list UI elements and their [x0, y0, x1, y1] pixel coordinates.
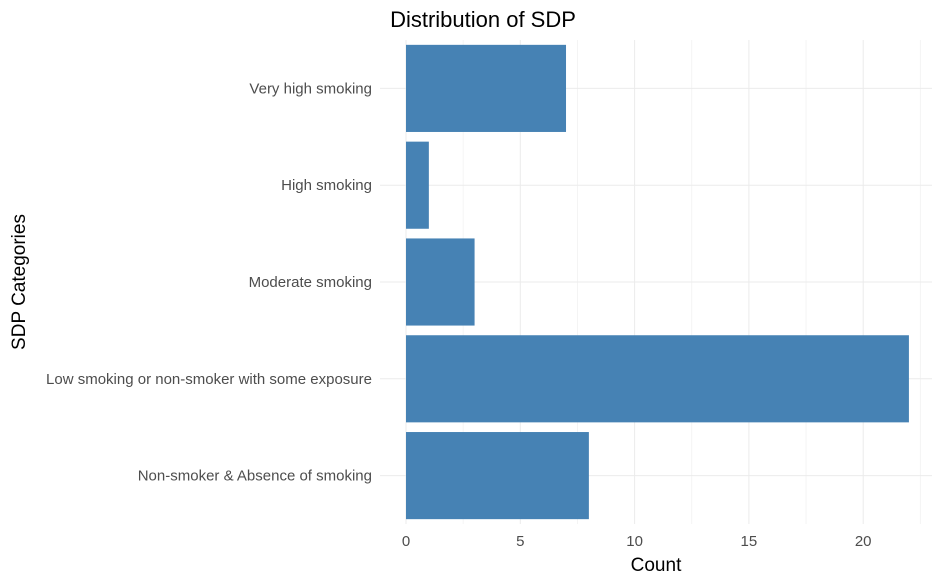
x-tick-label: 5 — [516, 533, 524, 550]
x-tick-label: 15 — [741, 533, 758, 550]
x-tick-label: 20 — [855, 533, 872, 550]
y-tick-label: Low smoking or non-smoker with some expo… — [46, 371, 372, 388]
bars — [406, 44, 909, 520]
y-tick-label: Moderate smoking — [249, 274, 372, 291]
y-tick-label: Non-smoker & Absence of smoking — [138, 468, 372, 485]
chart-title: Distribution of SDP — [390, 7, 576, 32]
y-tick-label: Very high smoking — [249, 80, 372, 97]
bar — [406, 335, 909, 423]
y-tick-label: High smoking — [281, 177, 372, 194]
x-axis-title: Count — [631, 555, 682, 576]
bar — [406, 432, 589, 520]
y-tick-labels: Non-smoker & Absence of smoking Low smoki… — [46, 80, 372, 484]
bar — [406, 44, 567, 132]
bar — [406, 141, 429, 229]
y-axis-title: SDP Categories — [9, 214, 30, 350]
x-tick-label: 10 — [626, 533, 643, 550]
x-tick-label: 0 — [402, 533, 410, 550]
x-tick-labels: 0 5 10 15 20 — [402, 533, 872, 550]
bar — [406, 238, 475, 326]
